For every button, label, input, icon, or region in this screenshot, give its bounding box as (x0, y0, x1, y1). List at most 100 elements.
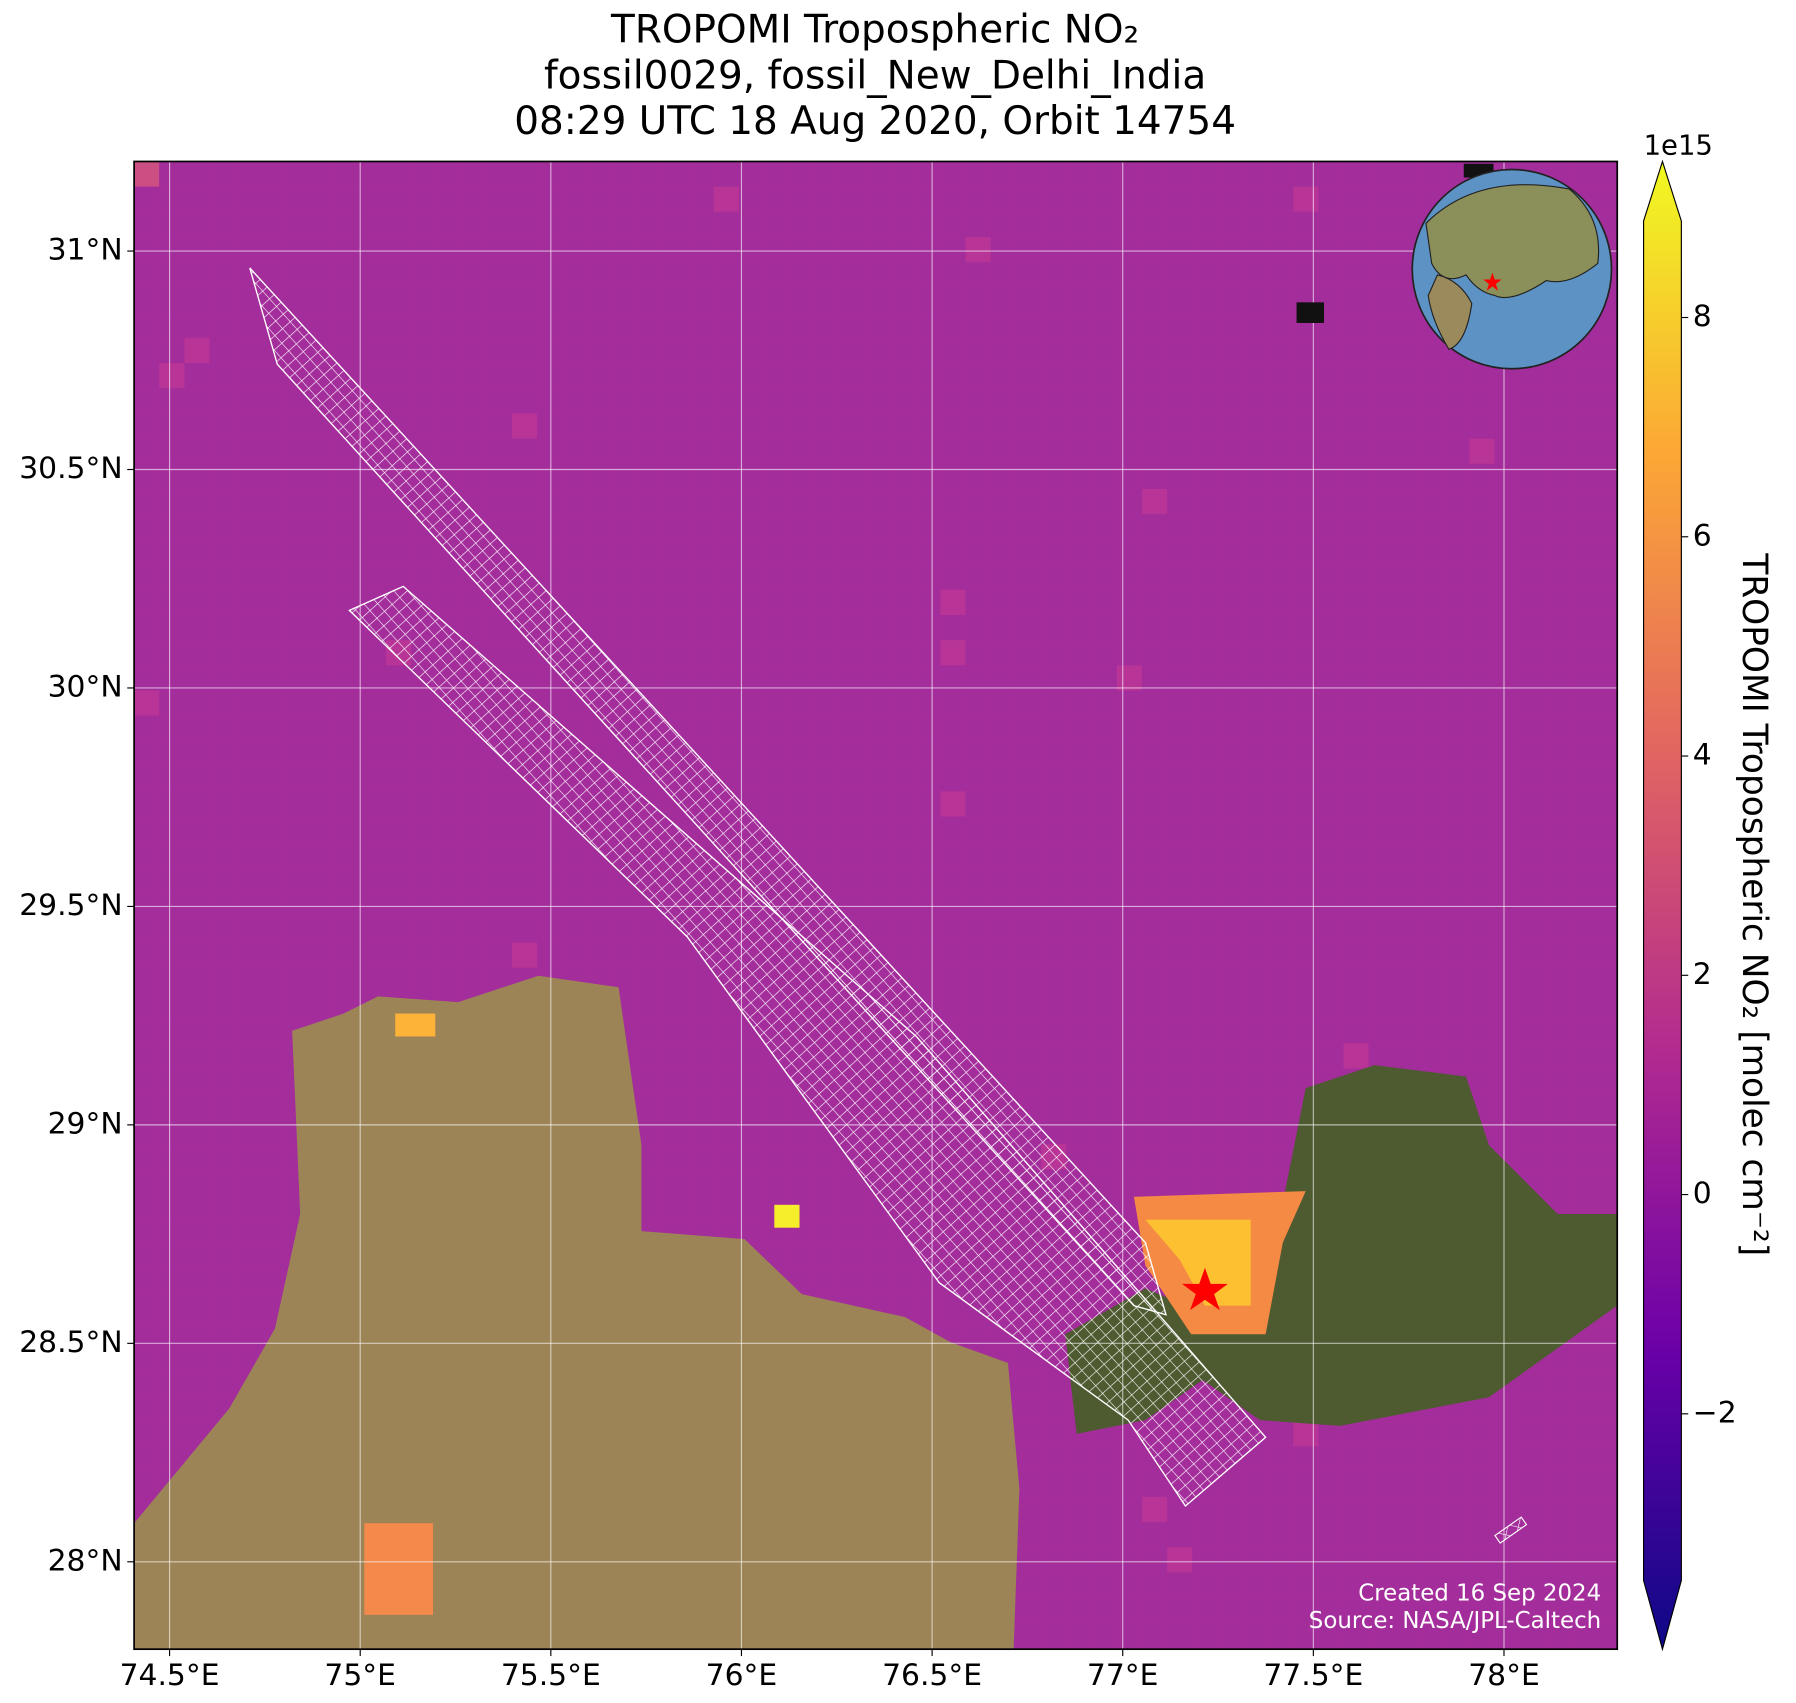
no2-texture-cell (184, 640, 210, 666)
no2-texture-cell (587, 337, 613, 364)
no2-texture-cell (1242, 640, 1268, 666)
swath (1494, 1516, 1528, 1544)
no2-texture-cell (1519, 967, 1546, 993)
no2-texture-cell (663, 589, 689, 616)
no2-texture-cell (1494, 1597, 1520, 1623)
no2-texture-cell (234, 1144, 261, 1170)
no2-texture-cell (940, 237, 966, 263)
no2-texture-cell (184, 161, 210, 187)
no2-texture-cell (1570, 1018, 1596, 1044)
no2-texture-cell (738, 489, 765, 515)
no2-texture-cell (814, 161, 840, 187)
no2-texture-cell (1343, 161, 1369, 187)
vegetation (1065, 1065, 1618, 1434)
no2-texture-cell (360, 363, 387, 389)
no2-texture-cell (738, 1118, 765, 1145)
no2-texture-cell (663, 564, 689, 590)
no2-texture-cell (1469, 992, 1495, 1019)
no2-texture-cell (562, 388, 588, 414)
no2-texture-cell (1419, 1446, 1445, 1472)
no2-texture-cell (1419, 791, 1445, 817)
no2-texture-cell (134, 1118, 160, 1145)
no2-texture-cell (663, 690, 689, 716)
no2-texture-cell (814, 740, 840, 767)
no2-texture-cell (1519, 615, 1546, 641)
no2-texture-cell (1267, 766, 1294, 792)
no2-texture-cell (738, 589, 765, 616)
no2-texture-cell (1091, 892, 1117, 918)
x-tick-label: 74.5°E (120, 1658, 220, 1693)
no2-texture-cell (209, 665, 235, 691)
no2-texture-cell (1318, 640, 1344, 666)
no2-texture-cell (1343, 287, 1369, 313)
no2-texture-cell (713, 1093, 739, 1119)
no2-texture-cell (738, 388, 765, 414)
no2-texture-cell (1343, 1446, 1369, 1472)
no2-texture-cell (1318, 363, 1344, 389)
credit: Source: NASA/JPL-Caltech (1309, 1608, 1601, 1634)
no2-texture-cell (486, 363, 513, 389)
no2-texture-cell (1368, 161, 1394, 187)
no2-texture-cell (990, 589, 1016, 616)
no2-texture-cell (562, 237, 588, 263)
no2-texture-cell (688, 287, 714, 313)
no2-texture-cell (335, 640, 361, 666)
no2-texture-cell (1066, 1118, 1092, 1145)
no2-texture-cell (1494, 1043, 1520, 1069)
no2-texture-cell (386, 665, 412, 691)
no2-texture-cell (1595, 337, 1618, 364)
no2-texture-cell (764, 1093, 790, 1119)
no2-texture-cell (940, 564, 966, 590)
no2-texture-cell (1041, 917, 1067, 943)
no2-texture-cell (285, 640, 311, 666)
no2-texture-cell (1091, 791, 1117, 817)
no2-texture-cell (1368, 816, 1394, 842)
no2-texture-cell (864, 766, 890, 792)
no2-texture-cell (310, 866, 336, 893)
no2-texture-cell (1091, 816, 1117, 842)
no2-texture-cell (1041, 363, 1067, 389)
no2-texture-cell (965, 388, 991, 414)
no2-texture-cell (1167, 1068, 1193, 1094)
no2-texture-cell (1393, 1421, 1420, 1447)
no2-texture-cell (915, 489, 941, 515)
no2-texture-cell (1116, 1018, 1142, 1044)
no2-texture-cell (285, 514, 311, 540)
no2-texture-cell (1041, 312, 1067, 338)
no2-texture-cell (1393, 539, 1420, 565)
no2-texture-cell (159, 1295, 185, 1321)
no2-texture-cell (436, 337, 462, 364)
no2-texture-cell (209, 841, 235, 867)
no2-texture-cell (1015, 665, 1042, 691)
no2-texture-cell (864, 740, 890, 767)
no2-texture-cell (1519, 942, 1546, 968)
no2-texture-cell (1343, 1018, 1369, 1044)
no2-texture-cell (1192, 740, 1218, 767)
no2-texture-cell (1141, 514, 1168, 540)
colorbar-tick-label: −2 (1693, 1395, 1737, 1430)
no2-texture-cell (638, 312, 664, 338)
no2-texture-cell (1015, 942, 1042, 968)
no2-texture-cell (1192, 715, 1218, 741)
no2-texture-cell (1192, 287, 1218, 313)
no2-texture-cell (1015, 539, 1042, 565)
no2-texture-cell (1041, 615, 1067, 641)
no2-texture-cell (1595, 1572, 1618, 1598)
no2-texture-cell (1116, 917, 1142, 943)
no2-texture-cell (814, 413, 840, 439)
no2-texture-cell (1192, 1043, 1218, 1069)
no2-texture-cell (209, 413, 235, 439)
no2-texture-cell (789, 640, 815, 666)
no2-texture-cell (1343, 665, 1369, 691)
no2-texture-cell (1570, 1345, 1596, 1371)
no2-texture-cell (1116, 363, 1142, 389)
no2-texture-cell (915, 841, 941, 867)
no2-texture-cell (1116, 463, 1142, 490)
no2-texture-cell (134, 640, 160, 666)
no2-texture-cell (1192, 665, 1218, 691)
colorbar-exponent: 1e15 (1644, 130, 1713, 162)
no2-texture-cell (1267, 438, 1294, 464)
no2-texture-cell (335, 942, 361, 968)
no2-texture-cell (1293, 942, 1319, 968)
no2-texture-cell (360, 312, 387, 338)
